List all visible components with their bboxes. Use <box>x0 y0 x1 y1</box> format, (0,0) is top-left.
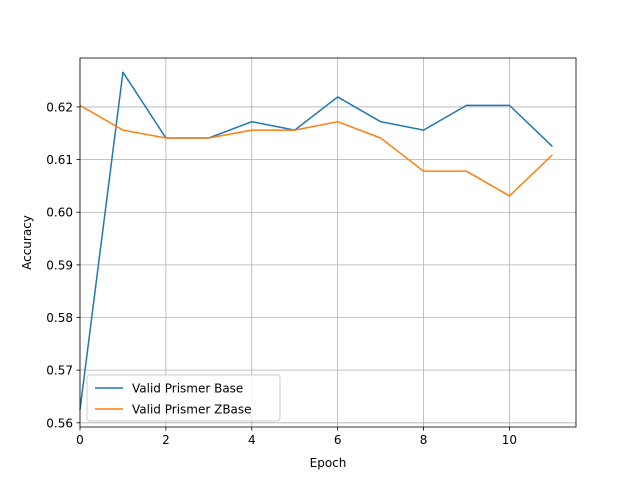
series-lines <box>79 71 553 410</box>
y-tick-label: 0.58 <box>46 311 73 325</box>
series-line-1 <box>79 71 553 410</box>
x-tick-label: 6 <box>334 433 342 447</box>
x-axis-ticks: 0 2 4 6 8 10 <box>76 427 517 447</box>
grid <box>79 58 576 427</box>
x-tick-label: 10 <box>502 433 517 447</box>
series-line-2 <box>79 104 553 197</box>
plot-frame <box>79 57 577 428</box>
x-axis-label: Epoch <box>310 456 347 470</box>
x-tick-label: 4 <box>248 433 256 447</box>
y-tick-label: 0.61 <box>46 153 73 167</box>
x-tick-label: 2 <box>162 433 170 447</box>
x-tick-label: 8 <box>420 433 428 447</box>
y-tick-label: 0.62 <box>46 100 73 114</box>
legend-box <box>86 374 281 422</box>
legend-label-2: Valid Prismer ZBase <box>132 403 252 417</box>
legend: Valid Prismer Base Valid Prismer ZBase <box>86 374 281 422</box>
y-axis-label: Accuracy <box>20 215 34 270</box>
y-tick-label: 0.59 <box>46 258 73 272</box>
y-axis-ticks: 0.56 0.57 0.58 0.59 0.60 0.61 0.62 <box>46 100 80 430</box>
x-tick-label: 0 <box>76 433 84 447</box>
y-tick-label: 0.56 <box>46 416 73 430</box>
y-tick-label: 0.57 <box>46 364 73 378</box>
legend-label-1: Valid Prismer Base <box>132 382 243 396</box>
y-tick-label: 0.60 <box>46 206 73 220</box>
